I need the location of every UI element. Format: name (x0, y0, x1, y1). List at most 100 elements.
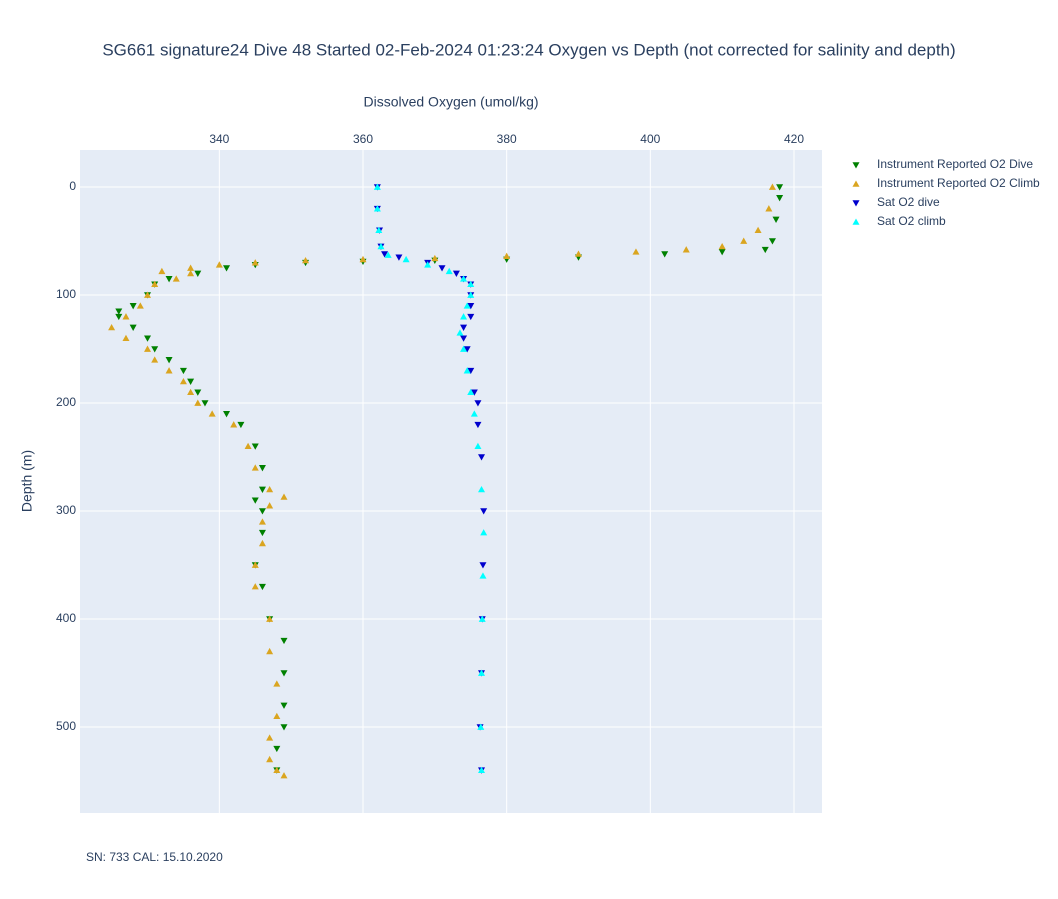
x-tick-label: 420 (784, 132, 804, 146)
x-tick-label: 340 (209, 132, 229, 146)
legend-marker (852, 180, 860, 187)
data-point (477, 723, 485, 730)
data-point (266, 755, 274, 763)
legend-marker (852, 200, 860, 207)
data-point (129, 303, 137, 310)
data-point (280, 637, 288, 645)
data-point (377, 242, 385, 250)
data-point (480, 529, 488, 536)
data-point (187, 269, 195, 277)
data-point (151, 280, 159, 288)
data-point (478, 669, 486, 676)
data-point (251, 464, 259, 471)
data-point (474, 400, 482, 407)
data-point (373, 183, 381, 190)
data-point (251, 583, 259, 590)
data-point (194, 270, 202, 277)
data-point (187, 264, 195, 271)
data-point (208, 410, 216, 417)
legend-label[interactable]: Instrument Reported O2 Dive (877, 157, 1033, 171)
data-point (384, 251, 392, 258)
data-point (258, 465, 266, 472)
data-point (122, 313, 130, 320)
y-tick-label: 0 (69, 179, 76, 193)
y-tick-label: 100 (56, 287, 76, 301)
data-point (474, 421, 482, 429)
data-point (172, 275, 180, 282)
data-point (718, 249, 726, 256)
data-point (460, 313, 468, 320)
data-point (467, 388, 475, 396)
data-point (740, 237, 748, 244)
data-point (251, 443, 259, 450)
data-point (768, 238, 776, 245)
data-point (463, 302, 471, 309)
data-point (381, 251, 389, 258)
data-point (223, 411, 231, 418)
data-point (445, 267, 453, 275)
data-point (280, 670, 288, 677)
data-point (632, 248, 640, 255)
data-point (258, 583, 266, 591)
data-point (266, 647, 274, 655)
data-point (115, 308, 123, 315)
data-point (280, 772, 288, 779)
y-tick-label: 300 (56, 503, 76, 517)
data-point (424, 261, 432, 268)
y-tick-label: 200 (56, 395, 76, 409)
data-point (187, 378, 195, 385)
data-point (776, 195, 784, 202)
data-point (754, 226, 762, 234)
data-point (470, 389, 478, 396)
data-point (266, 734, 274, 741)
data-point (478, 485, 486, 493)
data-point (129, 324, 137, 331)
data-point (661, 251, 669, 258)
data-point (244, 442, 252, 450)
data-point (230, 421, 238, 428)
legend-label[interactable]: Sat O2 climb (877, 214, 946, 228)
data-point (359, 255, 367, 263)
data-point (115, 313, 123, 321)
data-point (460, 324, 468, 331)
data-point (402, 255, 410, 263)
data-point (467, 303, 475, 310)
data-point (258, 508, 266, 515)
data-point (179, 367, 187, 375)
data-point (574, 250, 582, 257)
data-point (179, 377, 187, 385)
data-point (273, 745, 281, 753)
x-tick-label: 360 (353, 132, 373, 146)
data-point (452, 270, 460, 277)
data-point (478, 454, 486, 461)
y-tick-label: 500 (56, 719, 76, 733)
data-point (456, 329, 464, 336)
data-point (165, 357, 173, 364)
data-point (772, 216, 780, 223)
x-tick-label: 400 (640, 132, 660, 146)
data-point (474, 442, 482, 450)
data-point (194, 399, 202, 406)
plot-area (80, 150, 822, 813)
data-point (280, 724, 288, 731)
legend-label[interactable]: Instrument Reported O2 Climb (877, 176, 1040, 190)
legend-marker (852, 218, 860, 225)
data-point (718, 242, 726, 250)
data-point (266, 615, 274, 622)
data-point (144, 345, 152, 352)
legend-label[interactable]: Sat O2 dive (877, 195, 940, 209)
data-point (470, 410, 478, 417)
data-point (158, 267, 166, 275)
data-point (266, 502, 274, 509)
data-point (438, 265, 446, 272)
data-point (280, 493, 288, 500)
data-point (251, 561, 259, 568)
x-axis-title: Dissolved Oxygen (umol/kg) (363, 94, 538, 110)
data-point (460, 275, 468, 282)
data-point (302, 256, 310, 264)
data-point (460, 345, 468, 352)
data-point (251, 259, 259, 266)
data-point (122, 334, 130, 342)
legend-marker (852, 162, 860, 169)
